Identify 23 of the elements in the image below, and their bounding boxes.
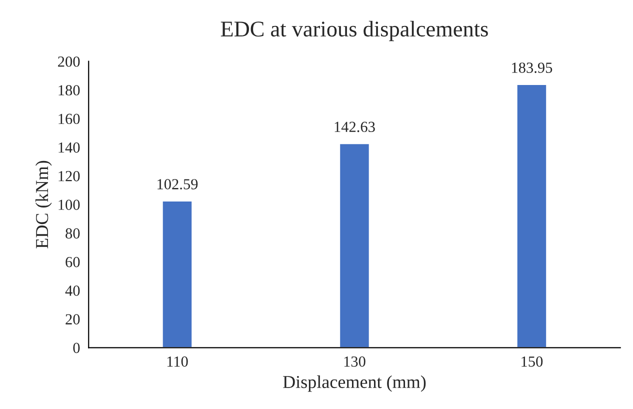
data-label: 183.95 (512, 62, 552, 73)
y-tick-label: 60 (66, 256, 80, 268)
x-tick-label: 130 (344, 356, 366, 367)
y-tick-label: 20 (66, 314, 80, 324)
bar (161, 200, 193, 348)
y-tick-label: 200 (58, 56, 80, 67)
y-tick-label: 140 (58, 142, 80, 153)
bar (338, 142, 370, 348)
y-tick-label: 0 (73, 342, 80, 354)
data-label: 102.59 (158, 179, 198, 190)
y-tick-label: 40 (65, 286, 80, 296)
chart-title: EDC at various dispalcements (220, 20, 488, 42)
y-axis-title: EDC (kNm) (35, 160, 52, 248)
x-axis-title: Displacement (mm) (283, 375, 426, 392)
data-label: 142.63 (334, 122, 375, 132)
y-tick-label: 160 (58, 114, 80, 124)
bar (516, 84, 548, 348)
y-tick-label: 100 (58, 200, 80, 210)
y-tick-label: 180 (58, 85, 80, 96)
y-tick-label: 80 (66, 228, 80, 239)
x-tick-label: 150 (522, 356, 543, 367)
y-tick-label: 120 (58, 171, 80, 182)
x-tick-label: 110 (167, 356, 188, 367)
